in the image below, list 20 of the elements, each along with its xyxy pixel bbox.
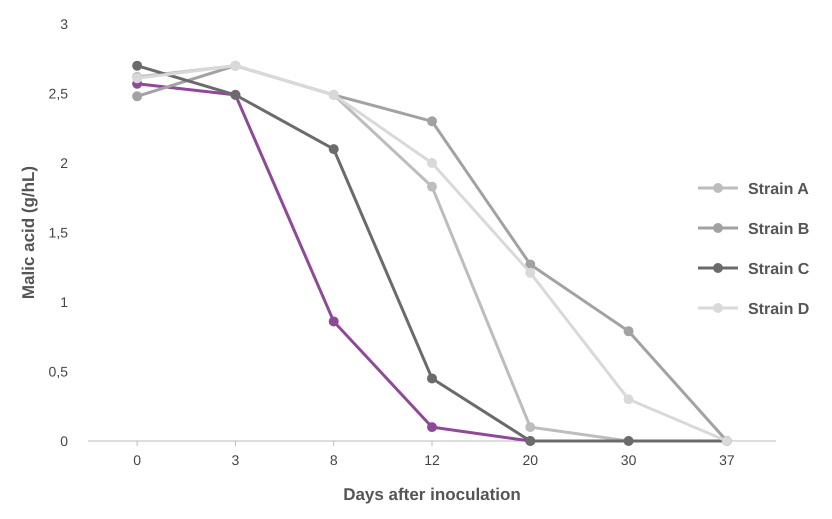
legend-label: Strain A [748, 181, 810, 198]
y-axis-title: Malic acid (g/hL) [19, 166, 38, 300]
x-tick-label: 30 [620, 452, 637, 468]
y-tick-label: 1 [60, 294, 68, 310]
y-tick-label: 3 [60, 16, 68, 32]
x-tick-label: 3 [232, 452, 240, 468]
y-tick-label: 2,5 [48, 86, 68, 102]
x-tick-label: 8 [330, 452, 338, 468]
y-tick-label: 0 [60, 433, 68, 449]
x-tick-label: 37 [719, 452, 735, 468]
y-tick-label: 2 [60, 155, 68, 171]
y-tick-label: 0,5 [48, 364, 68, 380]
x-tick-label: 20 [522, 452, 538, 468]
legend-label: Strain B [748, 221, 810, 238]
legend-label: Strain D [748, 301, 810, 318]
x-tick-label: 12 [424, 452, 440, 468]
x-tick-label: 0 [133, 452, 142, 468]
legend-label: Strain C [748, 261, 810, 278]
y-tick-label: 1,5 [48, 224, 68, 240]
x-axis-title: Days after inoculation [343, 485, 521, 504]
